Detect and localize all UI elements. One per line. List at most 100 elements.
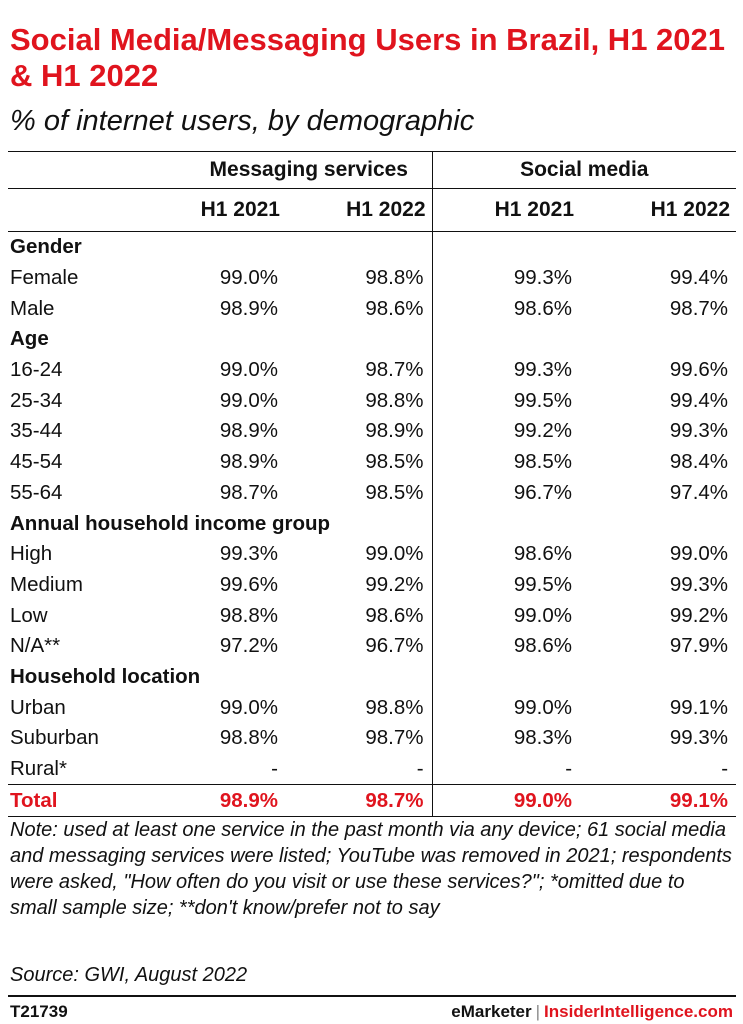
brand-divider: |: [535, 1002, 541, 1021]
brand-insider-intelligence: InsiderIntelligence.com: [544, 1002, 733, 1021]
value-cell: 99.0%: [365, 542, 424, 566]
value-cell: 99.2%: [365, 572, 424, 596]
value-cell: 99.0%: [219, 358, 278, 382]
total-value-cell: 98.7%: [365, 788, 424, 812]
section-label: Household location: [10, 664, 201, 688]
value-cell: 98.8%: [365, 388, 424, 412]
brand-emarketer: eMarketer: [451, 1002, 532, 1021]
section-blank: [431, 231, 737, 263]
value-cell: 98.8%: [219, 603, 278, 627]
row-label: Rural*: [10, 757, 67, 781]
table-row: Male 98.9% 98.6% 98.6% 98.7%: [8, 293, 736, 325]
value-cell: 99.1%: [669, 695, 729, 719]
value-cell: 96.7%: [365, 634, 424, 658]
value-cell: 98.6%: [431, 293, 581, 325]
table-row: Urban 99.0% 98.8% 99.0% 99.1%: [8, 692, 736, 723]
value-cell: 98.9%: [365, 419, 424, 443]
header-blank: [8, 189, 186, 232]
row-label: Low: [10, 603, 48, 627]
value-cell: 99.5%: [431, 569, 581, 601]
value-cell: 98.8%: [219, 726, 278, 750]
section-label: Gender: [10, 235, 82, 259]
row-label: High: [10, 542, 53, 566]
value-cell: 99.0%: [219, 388, 278, 412]
section-label: Annual household income group: [10, 511, 331, 535]
table-row: 35-44 98.9% 98.9% 99.2% 99.3%: [8, 416, 736, 447]
table-row: 55-64 98.7% 98.5% 96.7% 97.4%: [8, 477, 736, 509]
column-header: H1 2021: [200, 198, 280, 221]
data-table: Messaging services Social media H1 2021 …: [8, 151, 737, 817]
value-cell: 98.7%: [219, 480, 278, 504]
row-label: Urban: [10, 695, 66, 719]
table-row: Suburban 98.8% 98.7% 98.3% 99.3%: [8, 723, 736, 754]
row-label: 25-34: [10, 388, 63, 412]
table-row: Medium 99.6% 99.2% 99.5% 99.3%: [8, 569, 736, 601]
chart-subtitle: % of internet users, by demographic: [10, 105, 475, 137]
value-cell: 98.5%: [365, 480, 424, 504]
value-cell: 98.3%: [431, 723, 581, 754]
column-header-row: H1 2021 H1 2022 H1 2021 H1 2022: [8, 188, 737, 232]
table-row: Female 99.0% 98.8% 99.3% 99.4%: [8, 262, 736, 294]
column-group-header-row: Messaging services Social media: [8, 151, 737, 189]
value-cell: 99.0%: [669, 542, 729, 566]
value-cell: 98.6%: [365, 603, 424, 627]
value-cell: 97.2%: [219, 634, 278, 658]
table-row: 45-54 98.9% 98.5% 98.5% 98.4%: [8, 446, 736, 478]
column-group-header: Messaging services: [209, 158, 408, 181]
row-label: Suburban: [10, 726, 99, 750]
value-cell: 98.9%: [219, 419, 278, 443]
total-value-cell: 99.1%: [669, 788, 729, 812]
footer-divider: [8, 995, 736, 997]
total-value-cell: 99.0%: [431, 784, 581, 817]
value-cell: 99.6%: [219, 572, 278, 596]
chart-source: Source: GWI, August 2022: [10, 964, 248, 986]
value-cell: 99.3%: [669, 726, 729, 750]
row-label: Male: [10, 296, 55, 320]
row-label: 55-64: [10, 480, 63, 504]
value-cell: 99.3%: [219, 542, 278, 566]
value-cell: 98.7%: [365, 726, 424, 750]
value-cell: -: [416, 757, 424, 781]
section-label: Age: [10, 327, 49, 351]
value-cell: 98.6%: [365, 296, 424, 320]
value-cell: 98.7%: [365, 358, 424, 382]
section-blank: [431, 508, 737, 539]
footer-brand: eMarketer | InsiderIntelligence.com: [451, 1002, 733, 1022]
value-cell: 99.0%: [219, 695, 278, 719]
header-blank: [8, 152, 186, 189]
total-value-cell: 98.9%: [219, 788, 278, 812]
column-header: H1 2021: [431, 188, 581, 232]
value-cell: 99.0%: [431, 692, 581, 723]
value-cell: 97.4%: [669, 480, 729, 504]
section-header-row: Age: [8, 324, 737, 355]
value-cell: 98.8%: [365, 695, 424, 719]
chart-note: Note: used at least one service in the p…: [10, 819, 732, 919]
value-cell: 99.4%: [669, 388, 729, 412]
value-cell: 99.3%: [669, 419, 729, 443]
value-cell: 99.0%: [219, 266, 278, 290]
value-cell: 99.6%: [669, 358, 729, 382]
value-cell: 98.4%: [669, 450, 729, 474]
value-cell: 99.5%: [431, 385, 581, 417]
table-row: High 99.3% 99.0% 98.6% 99.0%: [8, 538, 736, 570]
value-cell: 98.9%: [219, 450, 278, 474]
column-group-header: Social media: [431, 151, 737, 189]
section-header-row: Annual household income group: [8, 508, 737, 539]
value-cell: -: [431, 753, 581, 785]
value-cell: 98.5%: [431, 446, 581, 478]
section-blank: [431, 661, 737, 693]
chart-id: T21739: [10, 1002, 68, 1021]
table-row: Rural* - - - -: [8, 753, 736, 785]
value-cell: 99.4%: [669, 266, 729, 290]
value-cell: 97.9%: [669, 634, 729, 658]
value-cell: -: [271, 757, 278, 781]
table-row: N/A** 97.2% 96.7% 98.6% 97.9%: [8, 630, 736, 662]
row-label: 45-54: [10, 450, 63, 474]
column-header: H1 2022: [650, 198, 731, 221]
value-cell: 99.3%: [431, 354, 581, 386]
row-label: N/A**: [10, 634, 61, 658]
row-label: Female: [10, 266, 79, 290]
value-cell: 98.8%: [365, 266, 424, 290]
total-row: Total 98.9% 98.7% 99.0% 99.1%: [8, 784, 737, 817]
section-blank: [431, 324, 737, 355]
